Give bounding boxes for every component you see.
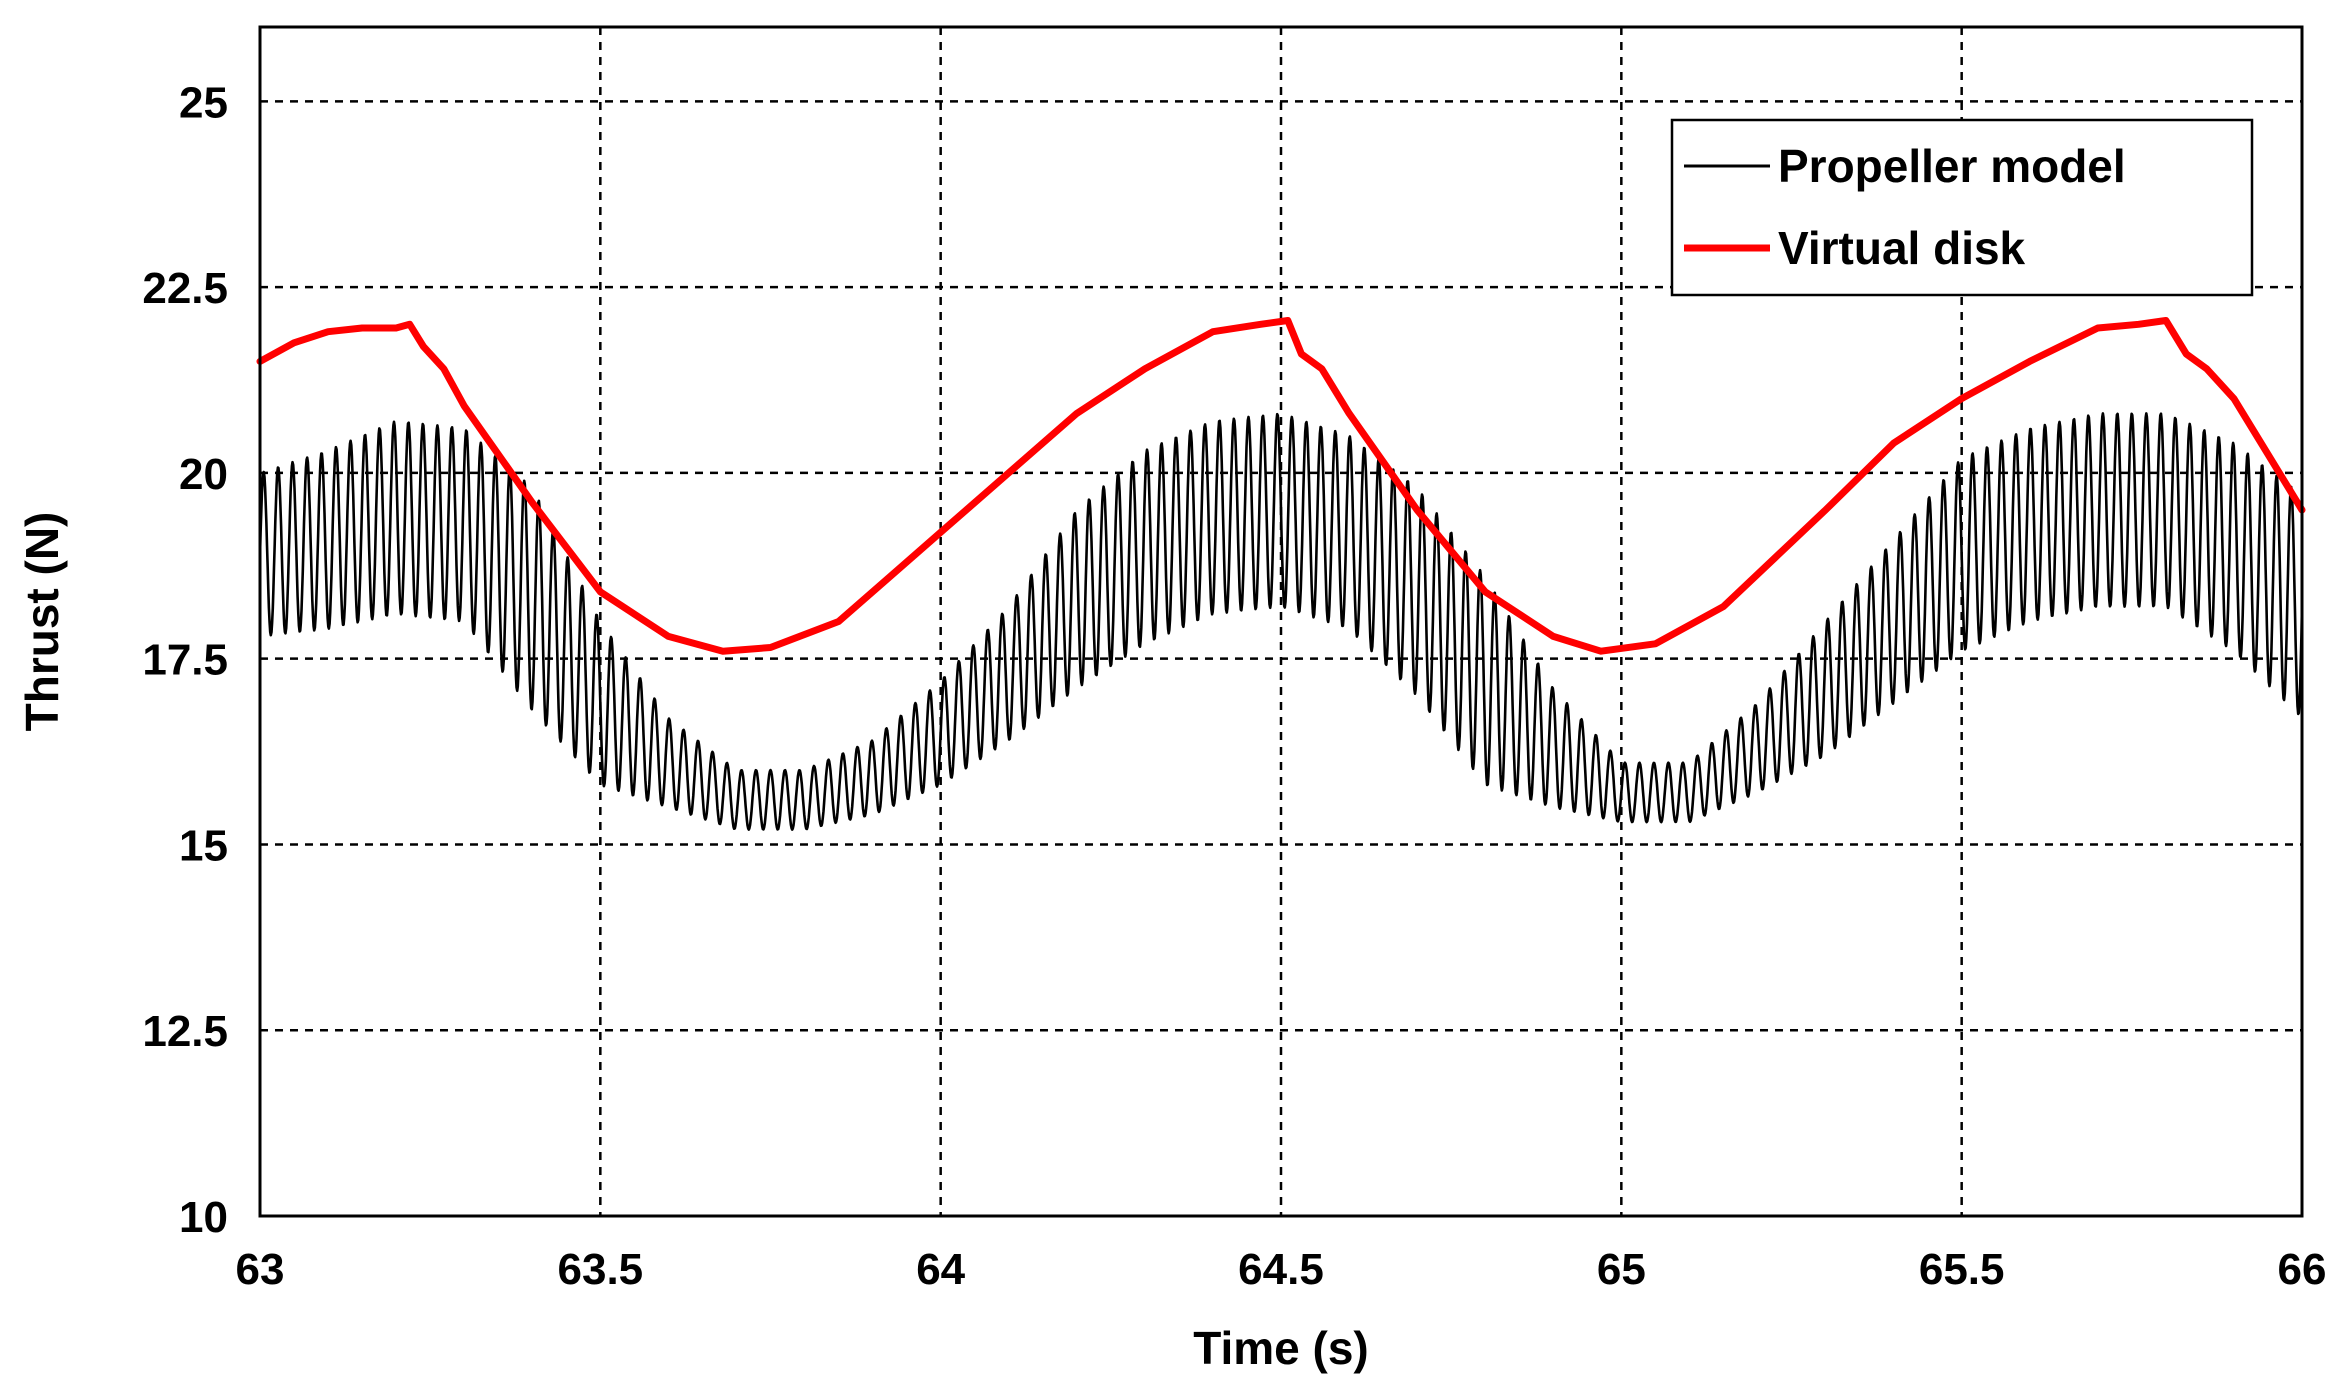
x-tick-label: 63.5 [558, 1245, 644, 1294]
y-axis-title: Thrust (N) [16, 512, 68, 732]
y-tick-label: 17.5 [142, 636, 228, 685]
y-tick-label: 10 [179, 1193, 228, 1242]
y-tick-label: 12.5 [142, 1007, 228, 1056]
x-tick-label: 63 [236, 1245, 285, 1294]
x-tick-label: 66 [2278, 1245, 2327, 1294]
y-tick-label: 15 [179, 821, 228, 870]
legend: Propeller model Virtual disk [1670, 118, 2254, 297]
series-line-propeller-model [258, 412, 2304, 831]
plot-frame [258, 25, 2304, 1218]
x-tick-label: 65.5 [1919, 1245, 2005, 1294]
legend-label-virtual-disk: Virtual disk [1778, 222, 2026, 274]
x-axis-title: Time (s) [1193, 1322, 1369, 1374]
plot-area [256, 317, 2306, 831]
y-tick-label: 25 [179, 78, 228, 127]
x-tick-label: 64.5 [1238, 1245, 1324, 1294]
y-tick-labels: 10 12.5 15 17.5 20 22.5 25 [142, 78, 228, 1242]
legend-box [1670, 118, 2254, 297]
series-line-virtual-disk [256, 317, 2306, 655]
y-tick-label: 20 [179, 450, 228, 499]
y-tick-label: 22.5 [142, 264, 228, 313]
x-tick-label: 64 [916, 1245, 965, 1294]
legend-label-propeller-model: Propeller model [1778, 140, 2126, 192]
x-tick-labels: 63 63.5 64 64.5 65 65.5 66 [236, 1245, 2327, 1294]
x-tick-label: 65 [1597, 1245, 1646, 1294]
